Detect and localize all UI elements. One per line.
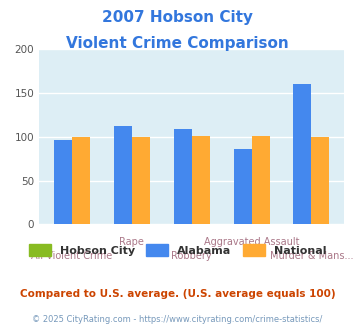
Text: Aggravated Assault: Aggravated Assault (204, 237, 299, 247)
Text: Violent Crime Comparison: Violent Crime Comparison (66, 36, 289, 51)
Bar (311, 137, 329, 224)
Text: © 2025 CityRating.com - https://www.cityrating.com/crime-statistics/: © 2025 CityRating.com - https://www.city… (32, 315, 323, 324)
Text: Robbery: Robbery (171, 251, 212, 261)
Text: Compared to U.S. average. (U.S. average equals 100): Compared to U.S. average. (U.S. average … (20, 289, 335, 299)
Legend: Hobson City, Alabama, National: Hobson City, Alabama, National (24, 240, 331, 260)
Bar (114, 126, 132, 224)
Bar (72, 137, 90, 224)
Bar (54, 140, 72, 224)
Bar (294, 84, 311, 224)
Text: Murder & Mans...: Murder & Mans... (270, 251, 353, 261)
Bar (234, 149, 252, 224)
Bar (174, 129, 192, 224)
Text: Rape: Rape (119, 237, 144, 247)
Bar (132, 137, 150, 224)
Text: All Violent Crime: All Violent Crime (31, 251, 113, 261)
Bar (192, 136, 210, 224)
Bar (252, 136, 269, 224)
Text: 2007 Hobson City: 2007 Hobson City (102, 10, 253, 25)
